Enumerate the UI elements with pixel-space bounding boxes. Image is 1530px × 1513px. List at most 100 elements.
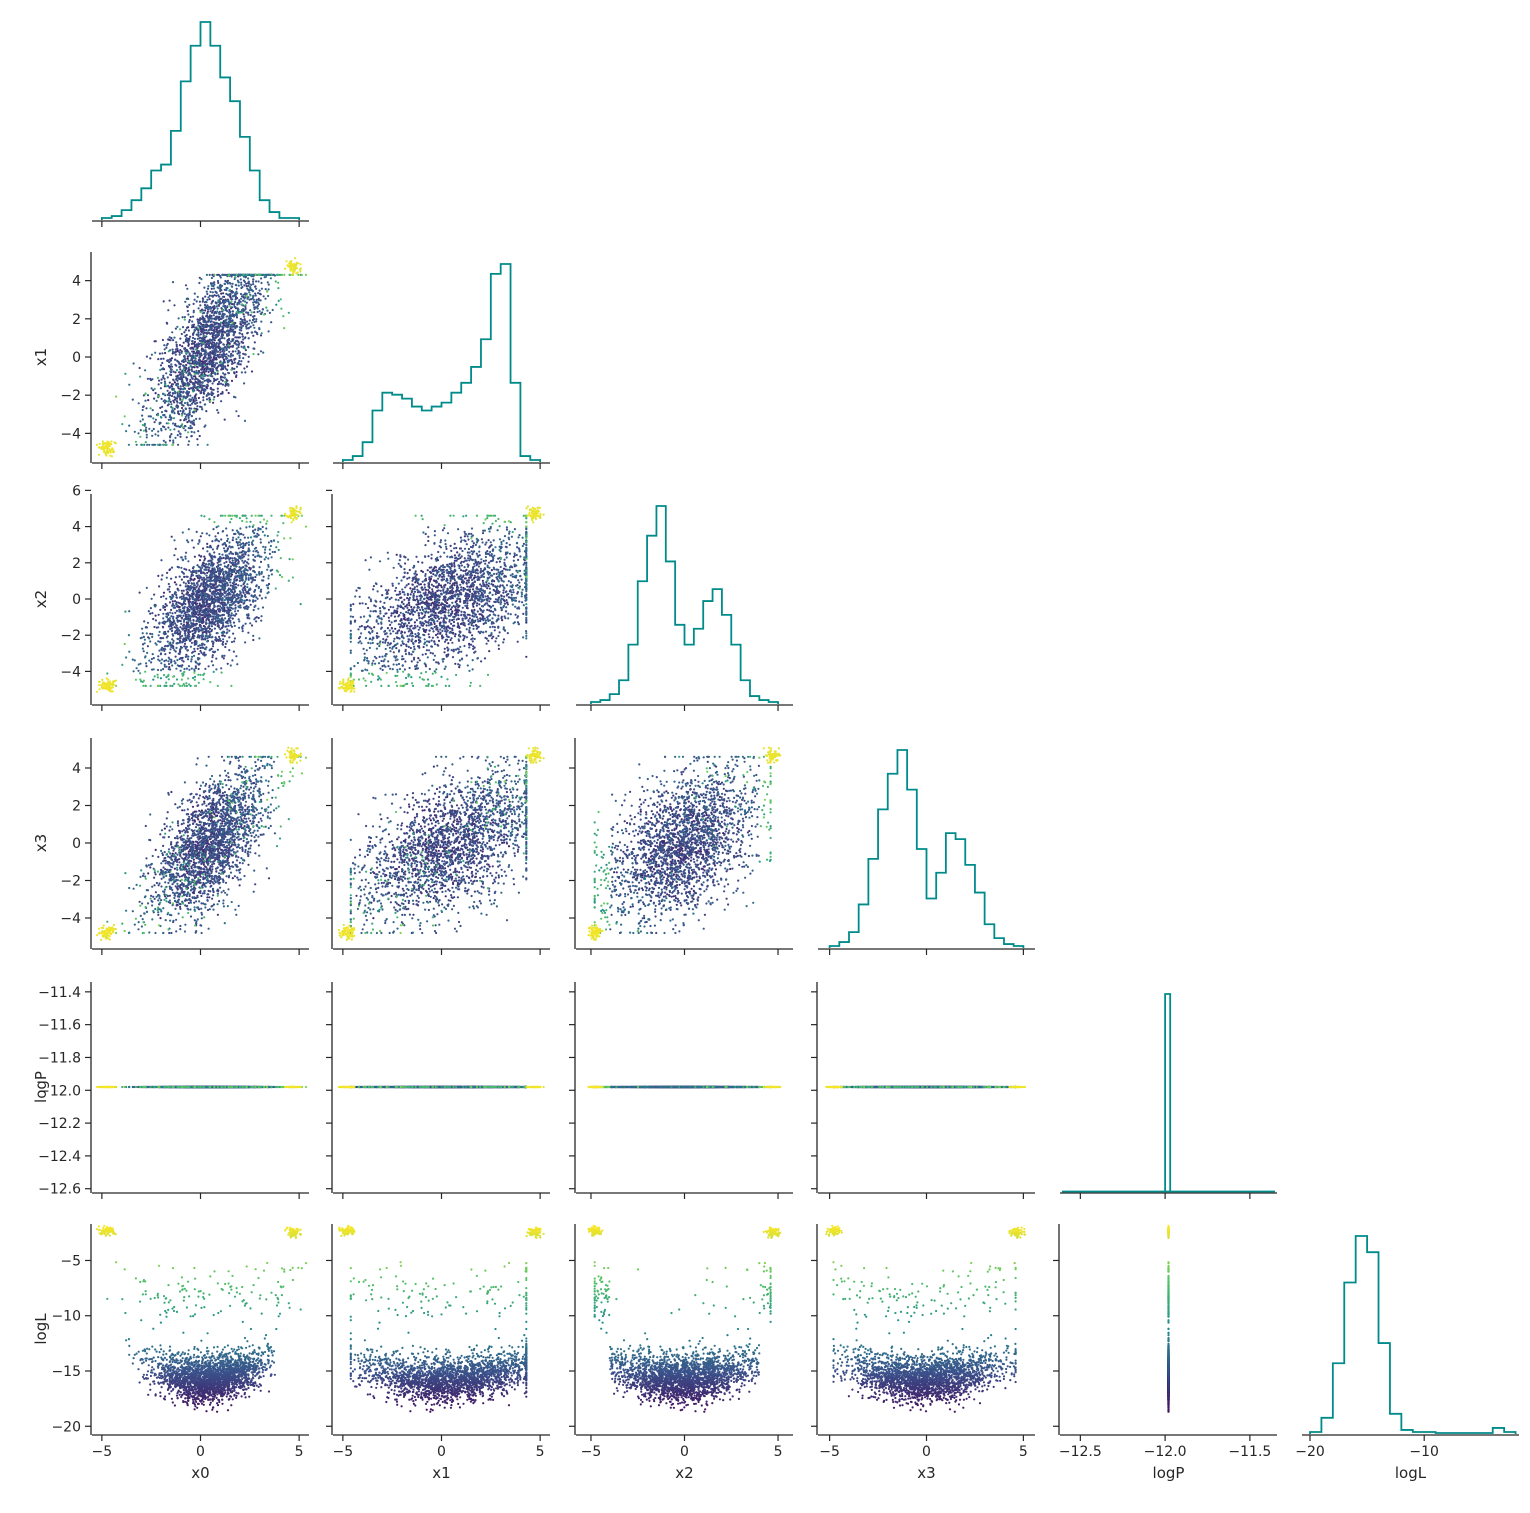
scatter-point — [136, 667, 138, 669]
scatter-point — [211, 345, 213, 347]
scatter-point — [161, 622, 163, 624]
scatter-point — [221, 318, 223, 320]
scatter-point — [232, 345, 234, 347]
scatter-point — [191, 608, 193, 610]
scatter-point — [196, 582, 198, 584]
scatter-point — [200, 593, 202, 595]
scatter-point — [268, 288, 270, 290]
scatter-point — [225, 353, 227, 355]
scatter-point — [262, 579, 264, 581]
scatter-point — [220, 538, 222, 540]
scatter-point — [177, 434, 179, 436]
scatter-point — [213, 378, 215, 380]
scatter-point — [267, 587, 269, 589]
scatter-point — [179, 353, 181, 355]
scatter-point — [163, 344, 165, 346]
scatter-point — [180, 620, 182, 622]
scatter-point — [237, 346, 239, 348]
scatter-point — [235, 538, 237, 540]
scatter-point — [210, 302, 212, 304]
scatter-point — [173, 619, 175, 621]
scatter-point — [230, 330, 232, 332]
scatter-point — [216, 351, 218, 353]
scatter-point — [192, 633, 194, 635]
scatter-point — [186, 402, 188, 404]
scatter-point — [169, 336, 171, 338]
scatter-point — [207, 353, 209, 355]
scatter-point — [162, 617, 164, 619]
scatter-point — [267, 295, 269, 297]
scatter-point — [238, 572, 240, 574]
scatter-point — [159, 609, 161, 611]
scatter-point — [215, 620, 217, 622]
scatter-point — [172, 339, 174, 341]
scatter-point — [244, 347, 246, 349]
scatter-point — [222, 296, 224, 298]
scatter-point — [168, 666, 170, 668]
scatter-point — [202, 358, 204, 360]
scatter-point — [254, 529, 256, 531]
scatter-point — [252, 281, 254, 283]
scatter-point — [189, 404, 191, 406]
scatter-point — [154, 433, 156, 435]
scatter-point — [194, 556, 196, 558]
scatter-point — [175, 603, 177, 605]
scatter-point — [213, 563, 215, 565]
scatter-point — [207, 636, 209, 638]
scatter-point — [220, 307, 222, 309]
scatter-point — [189, 597, 191, 599]
scatter-point — [230, 579, 232, 581]
scatter-point — [169, 628, 171, 630]
scatter-point — [204, 370, 206, 372]
scatter-point — [258, 637, 260, 639]
scatter-point — [244, 600, 246, 602]
scatter-point — [181, 627, 183, 629]
scatter-point — [235, 410, 237, 412]
scatter-point — [230, 298, 232, 300]
scatter-point — [247, 632, 249, 634]
scatter-point — [233, 371, 235, 373]
scatter-point — [188, 624, 190, 626]
scatter-point — [220, 383, 222, 385]
scatter-point — [159, 353, 161, 355]
scatter-point — [246, 542, 248, 544]
scatter-point — [255, 280, 257, 282]
scatter-point — [199, 613, 201, 615]
scatter-point — [260, 350, 262, 352]
scatter-point — [165, 598, 167, 600]
scatter-point — [223, 657, 225, 659]
scatter-point — [182, 388, 184, 390]
scatter-point — [189, 319, 191, 321]
scatter-point — [202, 399, 204, 401]
scatter-point — [205, 584, 207, 586]
scatter-point — [204, 346, 206, 348]
scatter-point — [268, 330, 270, 332]
scatter-point — [194, 341, 196, 343]
scatter-point — [209, 580, 211, 582]
scatter-point — [165, 372, 167, 374]
scatter-point — [228, 311, 230, 313]
scatter-point — [184, 634, 186, 636]
scatter-point — [200, 340, 202, 342]
scatter-point — [218, 553, 220, 555]
scatter-point — [185, 626, 187, 628]
scatter-point — [212, 654, 214, 656]
scatter-point — [160, 653, 162, 655]
y-tick-label: 4 — [72, 274, 81, 290]
scatter-point — [128, 384, 130, 386]
scatter-point — [168, 350, 170, 352]
scatter-point — [241, 599, 243, 601]
scatter-point — [226, 578, 228, 580]
scatter-point — [213, 305, 215, 307]
scatter-point — [197, 350, 199, 352]
scatter-point — [168, 625, 170, 627]
scatter-point — [222, 573, 224, 575]
scatter-point — [191, 343, 193, 345]
scatter-point — [253, 618, 255, 620]
scatter-point — [172, 371, 174, 373]
scatter-point — [151, 387, 153, 389]
scatter-point — [133, 670, 135, 672]
scatter-point — [209, 570, 211, 572]
scatter-point — [181, 617, 183, 619]
